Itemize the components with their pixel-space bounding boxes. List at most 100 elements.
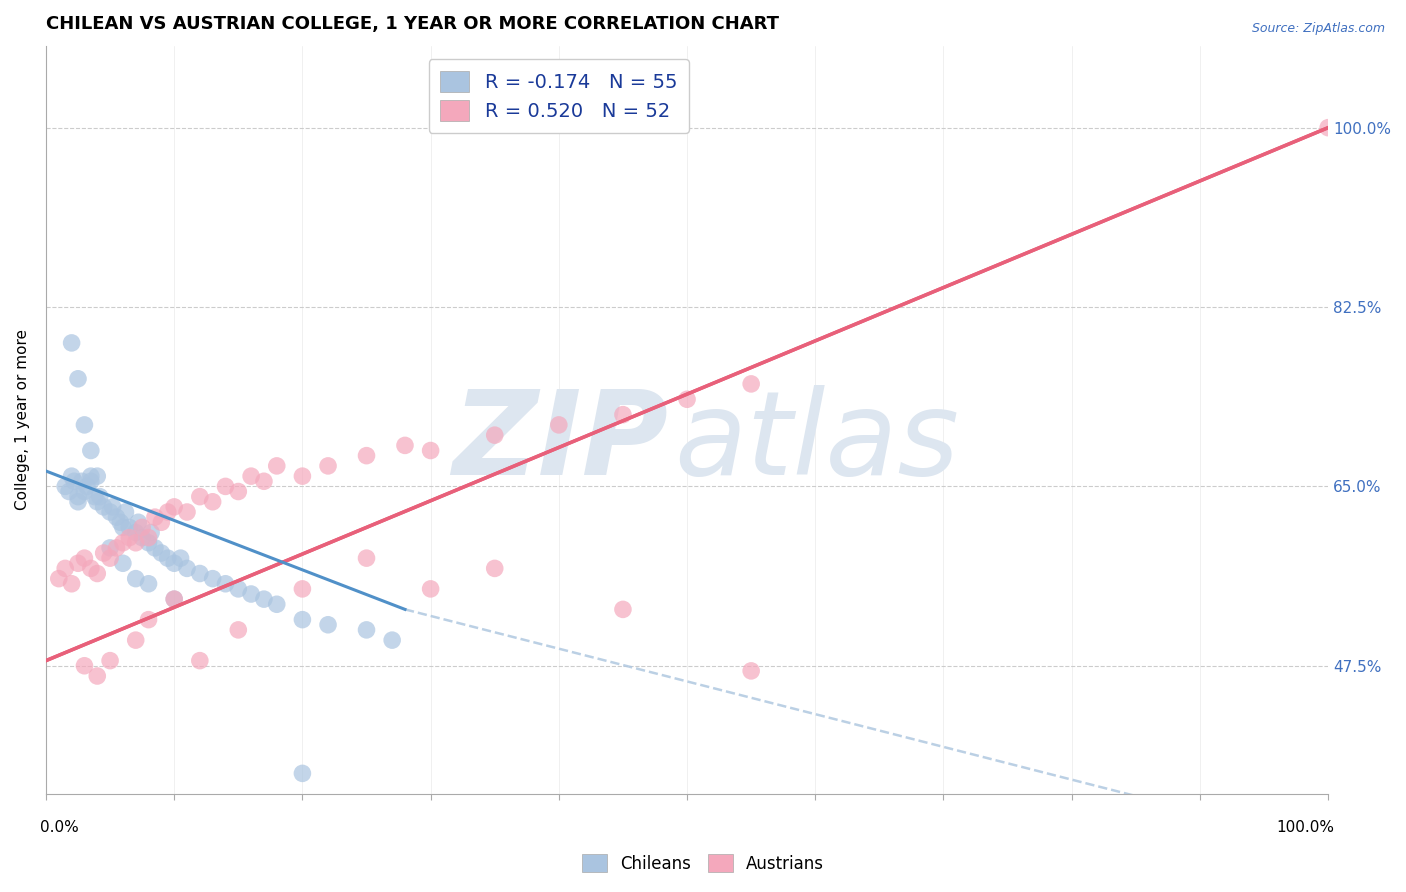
Text: 100.0%: 100.0% bbox=[1277, 820, 1334, 835]
Text: CHILEAN VS AUSTRIAN COLLEGE, 1 YEAR OR MORE CORRELATION CHART: CHILEAN VS AUSTRIAN COLLEGE, 1 YEAR OR M… bbox=[46, 15, 779, 33]
Point bbox=[131, 520, 153, 534]
Point bbox=[60, 335, 83, 350]
Point bbox=[93, 500, 115, 514]
Point bbox=[291, 613, 314, 627]
Point bbox=[89, 490, 111, 504]
Point bbox=[176, 561, 198, 575]
Point bbox=[53, 561, 76, 575]
Point bbox=[86, 669, 108, 683]
Point bbox=[214, 479, 236, 493]
Point bbox=[111, 520, 134, 534]
Point bbox=[612, 602, 634, 616]
Point bbox=[176, 505, 198, 519]
Point bbox=[356, 449, 378, 463]
Point bbox=[138, 535, 160, 549]
Point bbox=[111, 535, 134, 549]
Point bbox=[240, 587, 263, 601]
Legend: Chileans, Austrians: Chileans, Austrians bbox=[575, 847, 831, 880]
Point bbox=[58, 484, 80, 499]
Text: atlas: atlas bbox=[675, 385, 959, 500]
Point bbox=[163, 500, 186, 514]
Point bbox=[291, 582, 314, 596]
Point bbox=[127, 516, 149, 530]
Point bbox=[66, 372, 89, 386]
Point bbox=[98, 551, 121, 566]
Point bbox=[80, 443, 103, 458]
Point bbox=[163, 592, 186, 607]
Point bbox=[169, 551, 191, 566]
Point bbox=[125, 572, 148, 586]
Point bbox=[83, 490, 105, 504]
Point bbox=[86, 469, 108, 483]
Point bbox=[253, 475, 276, 489]
Point bbox=[143, 510, 166, 524]
Point bbox=[316, 458, 339, 473]
Point bbox=[66, 495, 89, 509]
Point bbox=[291, 766, 314, 780]
Point bbox=[316, 617, 339, 632]
Point bbox=[740, 664, 762, 678]
Point bbox=[73, 484, 96, 499]
Point bbox=[226, 582, 249, 596]
Point bbox=[110, 516, 132, 530]
Point bbox=[156, 505, 179, 519]
Point bbox=[138, 576, 160, 591]
Point bbox=[139, 525, 162, 540]
Point bbox=[381, 633, 404, 648]
Point bbox=[98, 541, 121, 555]
Point bbox=[138, 613, 160, 627]
Point bbox=[66, 490, 89, 504]
Point bbox=[93, 546, 115, 560]
Point bbox=[484, 561, 506, 575]
Point bbox=[291, 469, 314, 483]
Text: Source: ZipAtlas.com: Source: ZipAtlas.com bbox=[1251, 22, 1385, 36]
Point bbox=[73, 551, 96, 566]
Point bbox=[253, 592, 276, 607]
Point bbox=[73, 658, 96, 673]
Point bbox=[76, 479, 98, 493]
Point bbox=[484, 428, 506, 442]
Text: 0.0%: 0.0% bbox=[39, 820, 79, 835]
Point bbox=[118, 520, 141, 534]
Point bbox=[53, 479, 76, 493]
Point bbox=[740, 376, 762, 391]
Legend: R = -0.174   N = 55, R = 0.520   N = 52: R = -0.174 N = 55, R = 0.520 N = 52 bbox=[429, 59, 689, 133]
Point bbox=[125, 633, 148, 648]
Point bbox=[86, 566, 108, 581]
Point bbox=[156, 551, 179, 566]
Point bbox=[80, 469, 103, 483]
Point bbox=[266, 597, 288, 611]
Point bbox=[612, 408, 634, 422]
Point bbox=[138, 531, 160, 545]
Point bbox=[118, 531, 141, 545]
Point bbox=[60, 469, 83, 483]
Point bbox=[163, 592, 186, 607]
Point bbox=[163, 556, 186, 570]
Point bbox=[150, 516, 173, 530]
Point bbox=[419, 443, 441, 458]
Point bbox=[214, 576, 236, 591]
Point bbox=[201, 495, 224, 509]
Point bbox=[1317, 120, 1340, 135]
Point bbox=[226, 484, 249, 499]
Point bbox=[105, 510, 128, 524]
Point bbox=[98, 505, 121, 519]
Point bbox=[131, 531, 153, 545]
Point bbox=[356, 551, 378, 566]
Point bbox=[73, 417, 96, 432]
Point bbox=[394, 438, 416, 452]
Point bbox=[111, 556, 134, 570]
Point bbox=[125, 535, 148, 549]
Point bbox=[188, 654, 211, 668]
Point bbox=[48, 572, 70, 586]
Point bbox=[150, 546, 173, 560]
Point bbox=[547, 417, 569, 432]
Point bbox=[266, 458, 288, 473]
Point bbox=[86, 495, 108, 509]
Point bbox=[676, 392, 699, 407]
Point bbox=[240, 469, 263, 483]
Point bbox=[419, 582, 441, 596]
Point bbox=[114, 505, 136, 519]
Point bbox=[105, 541, 128, 555]
Point bbox=[60, 576, 83, 591]
